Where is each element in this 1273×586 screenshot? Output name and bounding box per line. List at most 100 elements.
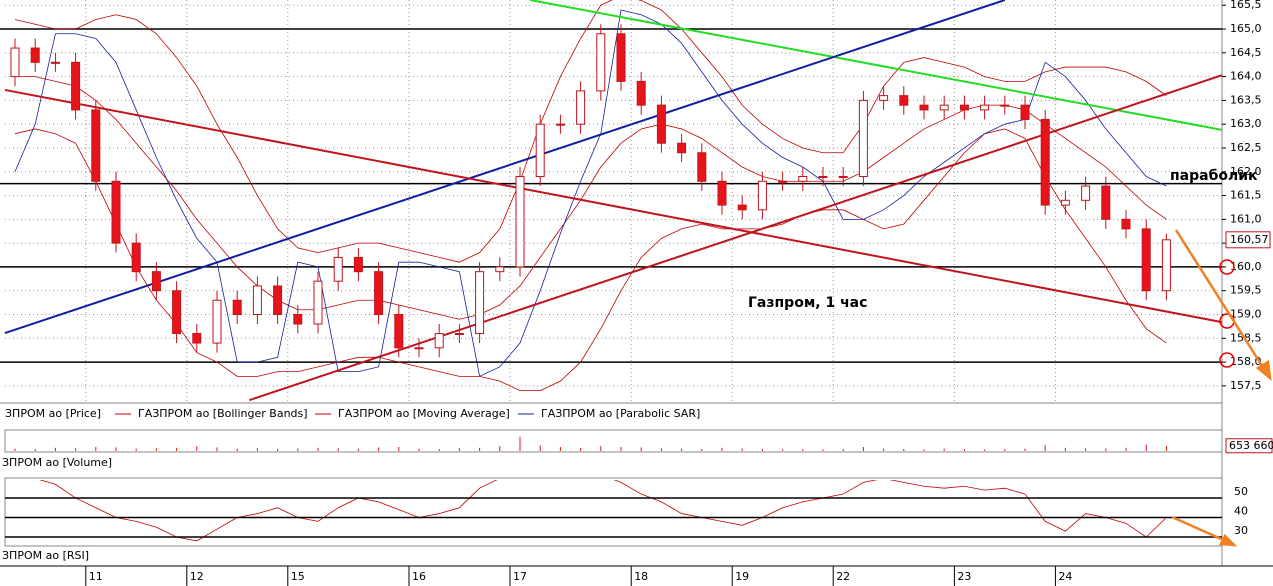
- y-tick-label: 162,5: [1230, 141, 1262, 154]
- candle-body: [899, 95, 909, 106]
- rsi-line: [39, 480, 1167, 542]
- candle-body: [1040, 118, 1050, 206]
- x-tick-label: 23: [957, 570, 971, 583]
- candle-body: [151, 271, 161, 292]
- rsi-tick-label: 30: [1234, 524, 1248, 537]
- candle-body: [91, 109, 101, 182]
- candle-body: [636, 80, 646, 106]
- candle-body: [212, 299, 222, 344]
- legend-entry: ЗПРОМ ао [Price]: [5, 407, 101, 420]
- candle-body: [879, 95, 889, 101]
- last-price-box: [1225, 231, 1271, 249]
- candle-body: [1101, 185, 1111, 220]
- candle-body: [697, 152, 707, 182]
- candle-body: [293, 314, 303, 325]
- last-price-label: 160,57: [1230, 233, 1269, 246]
- trend-line: [4, 0, 1006, 335]
- candle-body: [717, 180, 727, 206]
- candle-body: [818, 176, 828, 179]
- trend-line: [249, 74, 1222, 402]
- candle-body: [980, 104, 990, 111]
- last-volume-label: 653 660: [1229, 439, 1273, 452]
- parabolic-sar: [14, 9, 1167, 377]
- candle-body: [111, 180, 121, 244]
- bollinger-upper: [14, 0, 1167, 263]
- x-tick-label: 22: [836, 570, 850, 583]
- y-tick-label: 165,5: [1230, 0, 1262, 11]
- y-tick-label: 159,5: [1230, 284, 1262, 297]
- moving-average: [15, 76, 1167, 320]
- candle-body: [414, 347, 424, 350]
- x-tick-label: 12: [190, 570, 204, 583]
- candle-body: [71, 61, 81, 111]
- legend-entry: ГАЗПРОМ ао [Moving Average]: [338, 407, 510, 420]
- candle-body: [939, 104, 949, 111]
- candle-body: [919, 104, 929, 111]
- candle-body: [1121, 218, 1131, 230]
- candle-body: [838, 176, 848, 179]
- candle-body: [172, 290, 182, 335]
- y-tick-label: 161,5: [1230, 189, 1262, 202]
- x-tick-label: 16: [412, 570, 426, 583]
- candle-body: [1060, 199, 1070, 206]
- candle-body: [1020, 104, 1030, 120]
- candle-body: [1000, 104, 1010, 107]
- candle-body: [778, 180, 788, 183]
- rsi-tick-label: 40: [1234, 504, 1248, 517]
- y-tick-label: 161,0: [1230, 212, 1262, 225]
- x-tick-label: 17: [513, 570, 527, 583]
- chart-title: Газпром, 1 час: [748, 295, 867, 311]
- candle-body: [535, 123, 545, 178]
- candle-body: [515, 176, 525, 268]
- y-tick-label: 160,0: [1230, 260, 1262, 273]
- candle-body: [858, 99, 868, 178]
- trend-line: [529, 0, 1222, 131]
- x-tick-label: 11: [89, 570, 103, 583]
- candle-body: [131, 242, 141, 273]
- candle-body: [313, 280, 323, 325]
- candle-body: [394, 314, 404, 349]
- annotation: параболик: [1170, 168, 1258, 184]
- y-tick-label: 164,5: [1230, 46, 1262, 59]
- last-volume-box: [1225, 438, 1273, 454]
- y-tick-label: 163,0: [1230, 117, 1262, 130]
- candle-body: [596, 33, 606, 92]
- candle-body: [273, 285, 283, 316]
- x-tick-label: 24: [1058, 570, 1072, 583]
- y-tick-label: 158,0: [1230, 355, 1262, 368]
- candle-body: [677, 142, 687, 154]
- bollinger-lower: [14, 128, 1167, 392]
- candle-body: [1141, 228, 1151, 292]
- candle-body: [10, 47, 20, 78]
- candle-body: [192, 333, 202, 344]
- candle-body: [737, 204, 747, 211]
- y-tick-label: 163,5: [1230, 93, 1262, 106]
- y-tick-label: 159,0: [1230, 308, 1262, 321]
- x-tick-label: 15: [291, 570, 305, 583]
- y-tick-label: 164,0: [1230, 70, 1262, 83]
- candle-body: [50, 61, 60, 64]
- price-plot: [0, 0, 1222, 403]
- candle-body: [353, 256, 363, 273]
- panel-label: ЗПРОМ ао [RSI]: [2, 549, 89, 562]
- candle-body: [959, 104, 969, 111]
- candle-body: [374, 271, 384, 316]
- candle-body: [333, 256, 343, 282]
- legend-entry: ГАЗПРОМ ао [Bollinger Bands]: [138, 407, 308, 420]
- candle-body: [576, 90, 586, 125]
- rsi-plot: [39, 480, 1167, 542]
- candle-body: [798, 176, 808, 182]
- forecast-arrows: [1171, 229, 1272, 547]
- candle-body: [454, 333, 464, 336]
- candle-body: [252, 285, 262, 316]
- trend-line: [4, 88, 1222, 324]
- candle-body: [616, 33, 626, 82]
- rsi-tick-label: 50: [1234, 485, 1248, 498]
- candle-body: [757, 180, 767, 211]
- candle-body: [555, 123, 565, 126]
- panel-label: ЗПРОМ ао [Volume]: [2, 456, 112, 469]
- candle-body: [495, 266, 505, 273]
- panel-frames: [0, 0, 1273, 567]
